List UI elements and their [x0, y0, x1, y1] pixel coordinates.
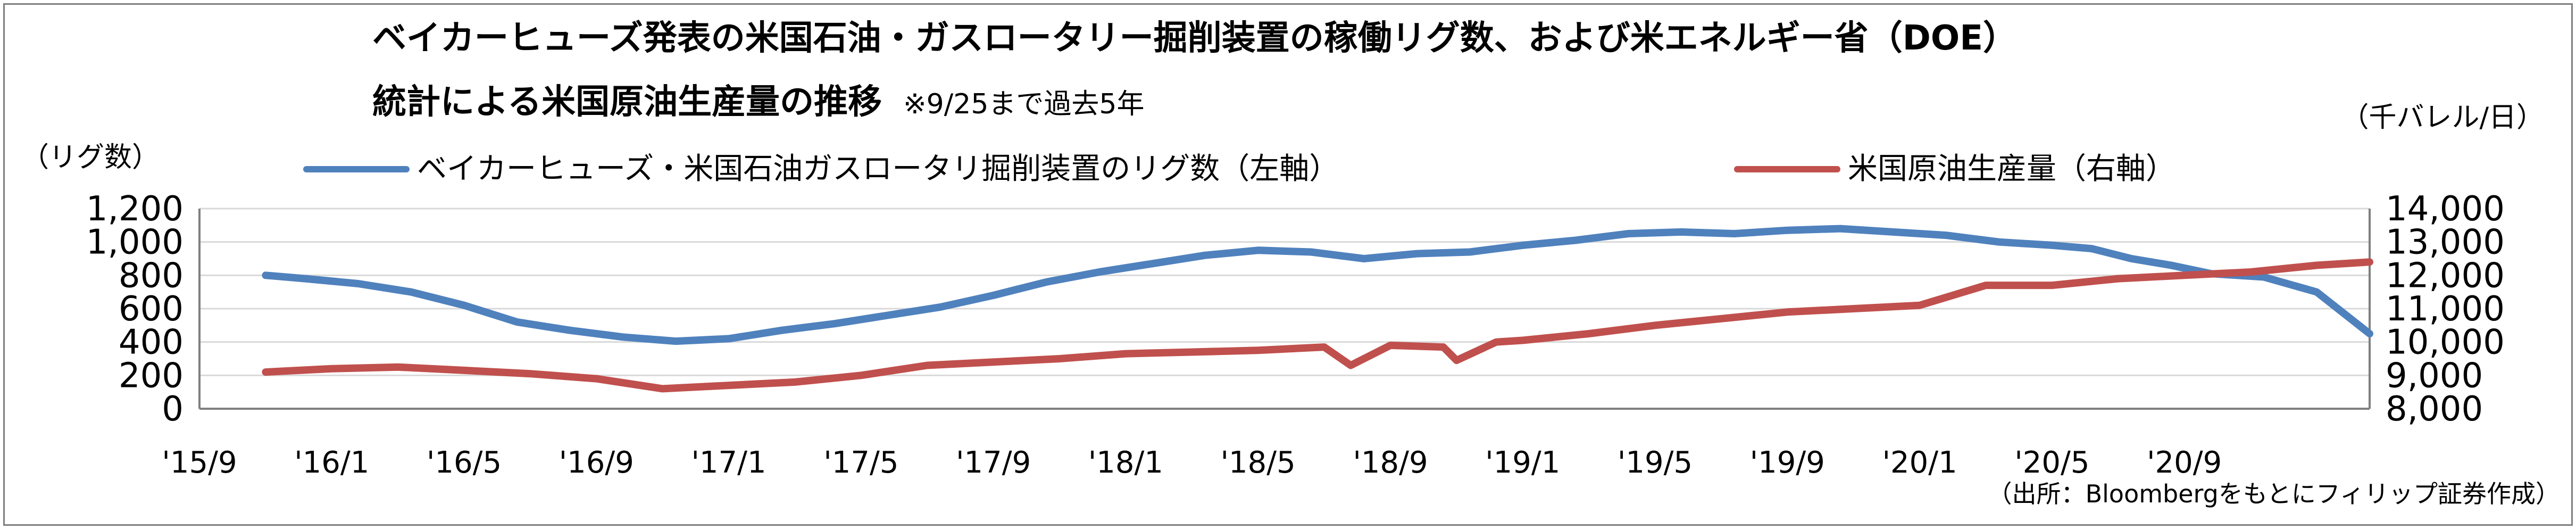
x-axis-tick: '20/1	[1882, 445, 1957, 480]
left-axis-tick-600: 600	[119, 290, 184, 329]
source-note: （出所：Bloombergをもとにフィリップ証券作成）	[1987, 480, 2560, 508]
left-axis-tick-0: 0	[162, 390, 184, 429]
x-axis-tick: '19/1	[1485, 445, 1560, 480]
series-line-production	[262, 258, 2373, 393]
x-axis-tick: '17/9	[956, 445, 1031, 480]
right-axis-tick-10000: 10,000	[2386, 323, 2505, 362]
x-axis-tick: '18/9	[1353, 445, 1428, 480]
x-axis-tick: '19/9	[1750, 445, 1825, 480]
left-axis-unit: （リグ数）	[21, 142, 160, 173]
x-axis-tick-labels: '15/9 '16/1 '16/5 '16/9 '17/1 '17/5 '17/9 '18/1…	[162, 445, 2222, 480]
left-axis-tick-200: 200	[119, 356, 184, 395]
chart-frame	[3, 3, 2573, 526]
legend-item-rigs: ベイカーヒューズ・米国石油ガスロータリ掘削装置のリグ数（左軸）	[303, 154, 1339, 184]
chart-title-line-2: 統計による米国原油生産量の推移 ※9/25まで過去5年	[372, 85, 1145, 119]
x-axis-tick: '18/1	[1088, 445, 1163, 480]
legend-swatch-production	[1734, 166, 1840, 172]
legend-label-production: 米国原油生産量（右軸）	[1848, 152, 2175, 186]
legend-item-production: 米国原油生産量（右軸）	[1734, 154, 2175, 184]
right-axis-tick-9000: 9,000	[2386, 356, 2483, 395]
x-axis-tick: '19/5	[1618, 445, 1693, 480]
left-axis-tick-400: 400	[119, 323, 184, 362]
right-axis-tick-14000: 14,000	[2386, 189, 2505, 229]
right-axis-tick-12000: 12,000	[2386, 256, 2505, 295]
x-axis-tick: '16/5	[427, 445, 502, 480]
legend-swatch-rigs	[303, 166, 410, 172]
left-axis-tick-1000: 1,000	[86, 223, 184, 262]
right-axis-unit: （千バレル/日）	[2341, 102, 2544, 134]
x-axis-tick: '17/1	[691, 445, 766, 480]
x-axis-tick: '15/9	[162, 445, 237, 480]
legend-label-rigs: ベイカーヒューズ・米国石油ガスロータリ掘削装置のリグ数（左軸）	[417, 152, 1339, 186]
right-axis-tick-13000: 13,000	[2386, 223, 2505, 262]
x-axis-tick: '16/1	[294, 445, 369, 480]
right-axis-tick-11000: 11,000	[2386, 290, 2505, 329]
chart-title-line-1: ベイカーヒューズ発表の米国石油・ガスロータリー掘削装置の稼働リグ数、および米エネ…	[372, 19, 2018, 58]
left-axis-tick-1200: 1,200	[86, 189, 184, 229]
series-line-rigs	[262, 225, 2373, 345]
x-axis-tick: '16/9	[559, 445, 634, 480]
right-axis-tick-8000: 8,000	[2386, 390, 2483, 429]
x-axis-tick: '17/5	[823, 445, 898, 480]
grid-lines	[199, 208, 2370, 410]
chart-title-note: ※9/25まで過去5年	[903, 88, 1145, 120]
chart-title-text: 統計による米国原油生産量の推移	[372, 82, 882, 122]
x-axis-tick: '18/5	[1221, 445, 1296, 480]
x-axis-tick: '20/9	[2147, 445, 2222, 480]
axes	[198, 209, 2371, 410]
left-axis-tick-800: 800	[119, 256, 184, 295]
x-axis-tick: '20/5	[2014, 445, 2089, 480]
series-lines	[262, 225, 2373, 393]
